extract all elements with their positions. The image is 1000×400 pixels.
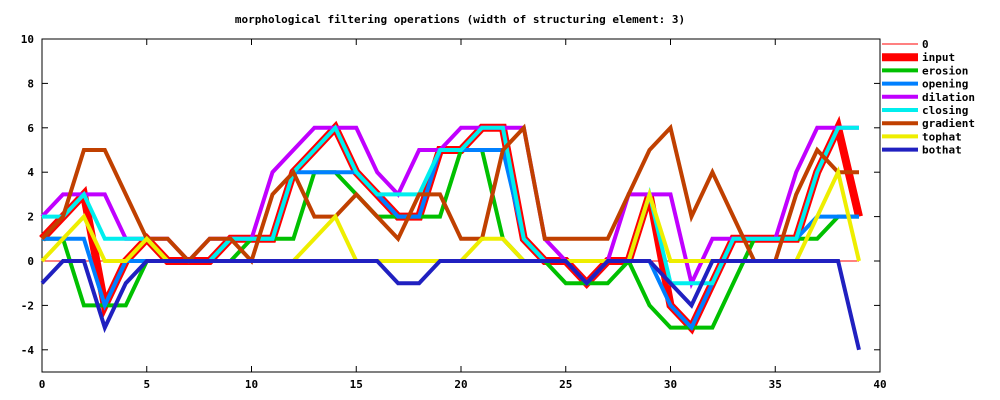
legend-label-gradient: gradient	[922, 117, 975, 130]
x-tick-label: 0	[39, 378, 46, 391]
legend: 0inputerosionopeningdilationclosinggradi…	[882, 38, 975, 157]
chart-title: morphological filtering operations (widt…	[235, 13, 685, 26]
y-tick-label: 6	[27, 122, 34, 135]
legend-label-0: 0	[922, 38, 929, 51]
x-tick-label: 15	[350, 378, 363, 391]
x-tick-label: 30	[664, 378, 677, 391]
series-line-bothat	[40, 259, 861, 351]
legend-label-bothat: bothat	[922, 144, 962, 157]
x-tick-label: 10	[245, 378, 258, 391]
y-tick-label: 8	[27, 77, 34, 90]
legend-label-closing: closing	[922, 104, 968, 117]
axes: 0 5 10 15 20 25 30 35 40 -4 -2 0 2 4 6 8 10	[21, 33, 887, 391]
y-tick-label: 4	[27, 166, 34, 179]
x-tick-label: 25	[559, 378, 572, 391]
legend-label-opening: opening	[922, 78, 968, 91]
plot-lines	[39, 115, 863, 351]
x-tick-label: 40	[873, 378, 886, 391]
y-tick-label: 10	[21, 33, 34, 46]
x-tick-label: 5	[143, 378, 150, 391]
plot-frame	[41, 38, 881, 373]
legend-label-erosion: erosion	[922, 64, 968, 77]
legend-label-tophat: tophat	[922, 130, 962, 143]
y-tick-label: -4	[21, 344, 35, 357]
legend-label-dilation: dilation	[922, 91, 975, 104]
y-tick-label: -2	[21, 299, 34, 312]
series-line-gradient	[40, 123, 859, 265]
legend-label-input: input	[922, 51, 955, 64]
x-tick-label: 35	[769, 378, 782, 391]
y-tick-label: 2	[27, 211, 34, 224]
x-tick-label: 20	[454, 378, 467, 391]
y-tick-label: 0	[27, 255, 34, 268]
